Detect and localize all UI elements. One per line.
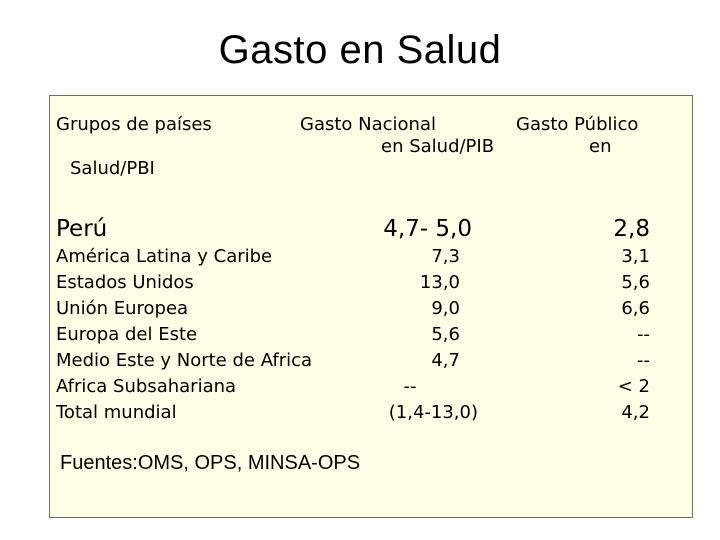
header-publico-line1: Gasto Público [516, 114, 639, 135]
source-note: Fuentes:OMS, OPS, MINSA-OPS [60, 452, 361, 474]
slide-title: Gasto en Salud [218, 28, 502, 72]
row-group: Africa Subsahariana [56, 376, 237, 397]
row-group: Medio Este y Norte de Africa [56, 350, 313, 371]
row-nacional: -- [403, 376, 417, 397]
row-peru-publico: 2,8 [613, 216, 650, 242]
row-nacional: 4,7 [431, 350, 460, 371]
row-nacional: 9,0 [431, 298, 460, 319]
row-nacional: 7,3 [431, 246, 460, 267]
row-publico: -- [637, 350, 650, 371]
row-publico: 6,6 [621, 298, 650, 319]
header-publico-line3: Salud/PBI [70, 158, 155, 179]
row-group: América Latina y Caribe [56, 246, 273, 267]
row-publico: < 2 [617, 376, 650, 397]
row-publico: -- [637, 324, 650, 345]
row-nacional: 5,6 [431, 324, 460, 345]
row-peru-group: Perú [56, 216, 108, 242]
row-group: Unión Europea [56, 298, 189, 319]
row-nacional: (1,4-13,0) [388, 402, 478, 423]
row-group: Europa del Este [56, 324, 198, 345]
row-peru-nacional: 4,7- 5,0 [383, 216, 472, 242]
header-nacional-line1: Gasto Nacional [300, 114, 436, 135]
row-publico: 3,1 [621, 246, 650, 267]
data-panel: Grupos de países Gasto Nacional en Salud… [49, 95, 693, 518]
header-groups: Grupos de países [56, 114, 212, 135]
row-group: Total mundial [56, 402, 177, 423]
row-group: Estados Unidos [56, 272, 194, 293]
header-nacional-line2: en Salud/PIB [381, 136, 495, 157]
row-publico: 5,6 [621, 272, 650, 293]
row-publico: 4,2 [621, 402, 650, 423]
header-publico-line2: en [589, 136, 612, 157]
row-nacional: 13,0 [419, 272, 460, 293]
